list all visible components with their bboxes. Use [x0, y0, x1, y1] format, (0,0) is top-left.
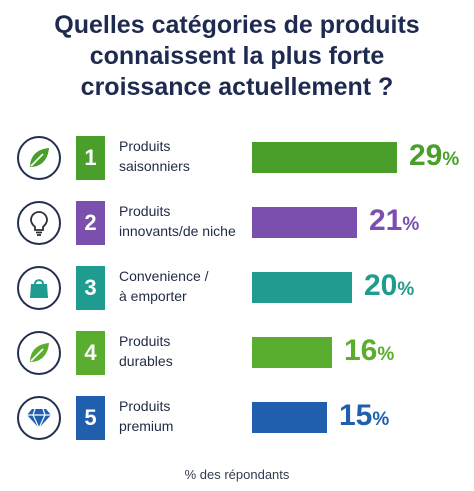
- rank-badge: 2: [76, 201, 105, 245]
- value-number: 29: [409, 139, 443, 172]
- category-label-line: premium: [119, 418, 174, 434]
- category-label-line: Convenience /: [119, 268, 209, 284]
- category-label-line: Produits: [119, 203, 171, 219]
- chart-row: 1 Produits saisonniers 29%: [0, 132, 474, 188]
- category-label-line: saisonniers: [119, 158, 190, 174]
- chart-row: 5 Produits premium 15%: [0, 392, 474, 448]
- value-number: 21: [369, 204, 403, 237]
- percent-sign: %: [372, 409, 390, 430]
- category-label-line: innovants/de niche: [119, 223, 236, 239]
- value-label: 29%: [409, 138, 459, 178]
- leaf-icon: [17, 331, 61, 375]
- category-label: Convenience / à emporter: [119, 266, 249, 306]
- rank-badge: 3: [76, 266, 105, 310]
- category-label: Produits premium: [119, 396, 249, 436]
- bar: [252, 272, 352, 303]
- percent-sign: %: [442, 149, 460, 170]
- chart-title-line-1: Quelles catégories de produits: [54, 11, 420, 39]
- lightbulb-icon: [17, 201, 61, 245]
- shopping-bag-icon: [17, 266, 61, 310]
- rank-badge: 4: [76, 331, 105, 375]
- footnote: % des répondants: [184, 467, 290, 482]
- category-label-line: à emporter: [119, 288, 187, 304]
- chart-title: Quelles catégories de produits connaisse…: [0, 10, 474, 103]
- diamond-icon: [17, 396, 61, 440]
- value-label: 15%: [339, 398, 389, 438]
- category-label-line: durables: [119, 353, 173, 369]
- category-label: Produits durables: [119, 331, 249, 371]
- chart-row: 2 Produits innovants/de niche 21%: [0, 197, 474, 253]
- value-number: 16: [344, 334, 378, 367]
- rank-badge: 1: [76, 136, 105, 180]
- chart-row: 4 Produits durables 16%: [0, 327, 474, 383]
- chart-title-line-3: croissance actuellement ?: [80, 73, 394, 101]
- value-number: 20: [364, 269, 398, 302]
- percent-sign: %: [377, 344, 395, 365]
- bar: [252, 402, 327, 433]
- rank-badge: 5: [76, 396, 105, 440]
- bar: [252, 142, 397, 173]
- value-number: 15: [339, 399, 373, 432]
- category-label-line: Produits: [119, 138, 171, 154]
- chart-title-line-2: connaissent la plus forte: [89, 42, 385, 70]
- bar: [252, 337, 332, 368]
- leaf-icon: [17, 136, 61, 180]
- percent-sign: %: [402, 214, 420, 235]
- chart-row: 3 Convenience / à emporter 20%: [0, 262, 474, 318]
- bar: [252, 207, 357, 238]
- value-label: 21%: [369, 203, 419, 243]
- category-label-line: Produits: [119, 398, 171, 414]
- category-label-line: Produits: [119, 333, 171, 349]
- category-label: Produits saisonniers: [119, 136, 249, 176]
- value-label: 16%: [344, 333, 394, 373]
- category-label: Produits innovants/de niche: [119, 201, 249, 241]
- percent-sign: %: [397, 279, 415, 300]
- value-label: 20%: [364, 268, 414, 308]
